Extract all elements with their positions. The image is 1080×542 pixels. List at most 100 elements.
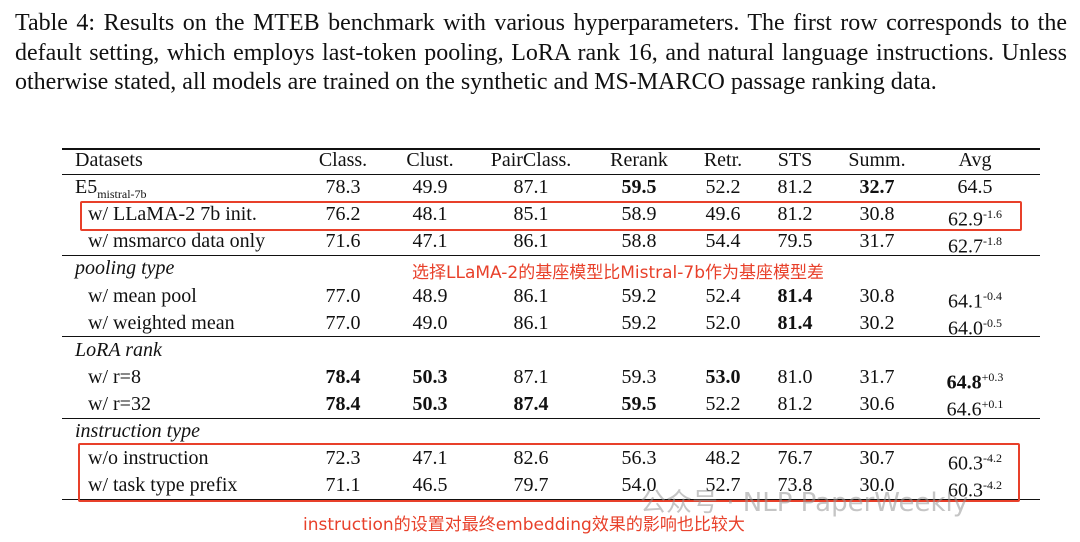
cell-value: 30.8 xyxy=(822,284,932,308)
cell-value: 86.1 xyxy=(476,229,586,253)
cell-value: 53.0 xyxy=(668,365,778,389)
cell-value: 64.0-0.5 xyxy=(920,311,1030,341)
cell-value: 30.6 xyxy=(822,392,932,416)
value-text: 52.2 xyxy=(705,176,741,199)
table-rule xyxy=(62,336,1040,338)
value-text: 56.3 xyxy=(621,447,657,470)
cell-value: 81.0 xyxy=(740,365,850,389)
value-text: 59.3 xyxy=(621,365,657,388)
delta: -0.4 xyxy=(983,288,1002,303)
value-text: 64.5 xyxy=(957,176,993,199)
column-header: Datasets xyxy=(75,149,143,171)
cell-value: 81.2 xyxy=(740,175,850,199)
value-text: 64.1 xyxy=(948,290,983,313)
row-label-text: E5 xyxy=(75,176,98,199)
value-text: 48.2 xyxy=(705,447,741,470)
column-header: Clust. xyxy=(406,149,454,171)
value-text: 30.8 xyxy=(859,284,895,307)
value-text: 30.6 xyxy=(859,392,895,415)
value-text: 85.1 xyxy=(513,203,549,226)
section-title: instruction type xyxy=(75,420,200,442)
value-text: 81.4 xyxy=(777,284,813,307)
cell-value: 50.3 xyxy=(375,392,485,416)
value-text: 59.2 xyxy=(621,284,657,307)
value-text: 46.5 xyxy=(412,474,448,497)
row-label: w/ mean pool xyxy=(88,284,197,308)
value-text: 54.0 xyxy=(621,474,657,497)
value-text: 59.5 xyxy=(621,392,657,415)
value-text: 86.1 xyxy=(513,311,549,334)
value-text: 53.0 xyxy=(705,365,741,388)
value-text: 78.4 xyxy=(325,392,361,415)
annotation: instruction的设置对最终embedding效果的影响也比较大 xyxy=(303,515,745,535)
cell-value: 81.2 xyxy=(740,392,850,416)
value-text: 60.3 xyxy=(948,479,983,502)
highlight-box xyxy=(78,443,1020,502)
cell-value: 72.3 xyxy=(288,446,398,470)
value-text: 64.8 xyxy=(946,371,982,394)
cell-value: 78.3 xyxy=(288,175,398,199)
table-rule xyxy=(62,498,1040,501)
value-text: 52.2 xyxy=(705,392,741,415)
cell-value: 85.1 xyxy=(476,202,586,226)
section-title: LoRA rank xyxy=(75,338,162,361)
column-header: Retr. xyxy=(703,149,743,171)
value-text: 81.0 xyxy=(777,365,813,388)
value-text: 62.9 xyxy=(948,208,983,231)
cell-value: 87.1 xyxy=(476,365,586,389)
value-text: 49.6 xyxy=(705,203,741,226)
cell-value: 64.1-0.4 xyxy=(920,284,1030,314)
row-label-text: w/ msmarco data only xyxy=(88,230,266,253)
column-header: Summ. xyxy=(848,149,906,171)
cell-value: 52.4 xyxy=(668,284,778,308)
cell-value: 54.0 xyxy=(584,473,694,497)
cell-value: 52.2 xyxy=(668,392,778,416)
value-text: 71.6 xyxy=(325,230,361,253)
value-text: 30.8 xyxy=(859,203,895,226)
cell-value: 52.0 xyxy=(668,311,778,335)
value-text: 81.2 xyxy=(777,176,813,199)
value-text: 54.4 xyxy=(705,230,741,253)
row-label-text: w/ mean pool xyxy=(88,284,197,307)
row-label: w/ r=32 xyxy=(88,392,151,416)
value-text: 86.1 xyxy=(513,230,549,253)
value-text: 87.1 xyxy=(513,176,549,199)
value-text: 73.8 xyxy=(777,474,813,497)
value-text: 50.3 xyxy=(412,365,448,388)
value-text: 47.1 xyxy=(412,447,448,470)
delta: -4.2 xyxy=(983,451,1002,466)
value-text: 59.5 xyxy=(621,176,657,199)
cell-value: 32.7 xyxy=(822,175,932,199)
cell-value: 31.7 xyxy=(822,365,932,389)
value-text: 86.1 xyxy=(513,284,549,307)
cell-value: 81.4 xyxy=(740,284,850,308)
delta: -1.6 xyxy=(983,207,1002,222)
value-text: 64.0 xyxy=(948,317,983,340)
value-text: 32.7 xyxy=(859,176,895,199)
row-label: E5mistral-7b xyxy=(75,175,147,206)
value-text: 52.0 xyxy=(705,311,741,334)
cell-value: 71.6 xyxy=(288,229,398,253)
cell-value: 76.2 xyxy=(288,202,398,226)
delta: +0.3 xyxy=(981,369,1004,384)
cell-value: 71.1 xyxy=(288,473,398,497)
value-text: 59.2 xyxy=(621,311,657,334)
value-text: 71.1 xyxy=(325,474,361,497)
cell-value: 31.7 xyxy=(822,229,932,253)
cell-value: 47.1 xyxy=(375,446,485,470)
table-rule xyxy=(62,254,1040,256)
cell-value: 64.8+0.3 xyxy=(920,365,1030,395)
cell-value: 47.1 xyxy=(375,229,485,253)
row-label: w/ task type prefix xyxy=(88,473,237,497)
cell-value: 52.2 xyxy=(668,175,778,199)
value-text: 76.2 xyxy=(325,203,361,226)
table-rule xyxy=(62,417,1040,419)
cell-value: 49.0 xyxy=(375,311,485,335)
cell-value: 73.8 xyxy=(740,473,850,497)
value-text: 49.9 xyxy=(412,176,448,199)
cell-value: 62.9-1.6 xyxy=(920,202,1030,232)
cell-value: 49.6 xyxy=(668,202,778,226)
cell-value: 59.5 xyxy=(584,175,694,199)
cell-value: 59.3 xyxy=(584,365,694,389)
